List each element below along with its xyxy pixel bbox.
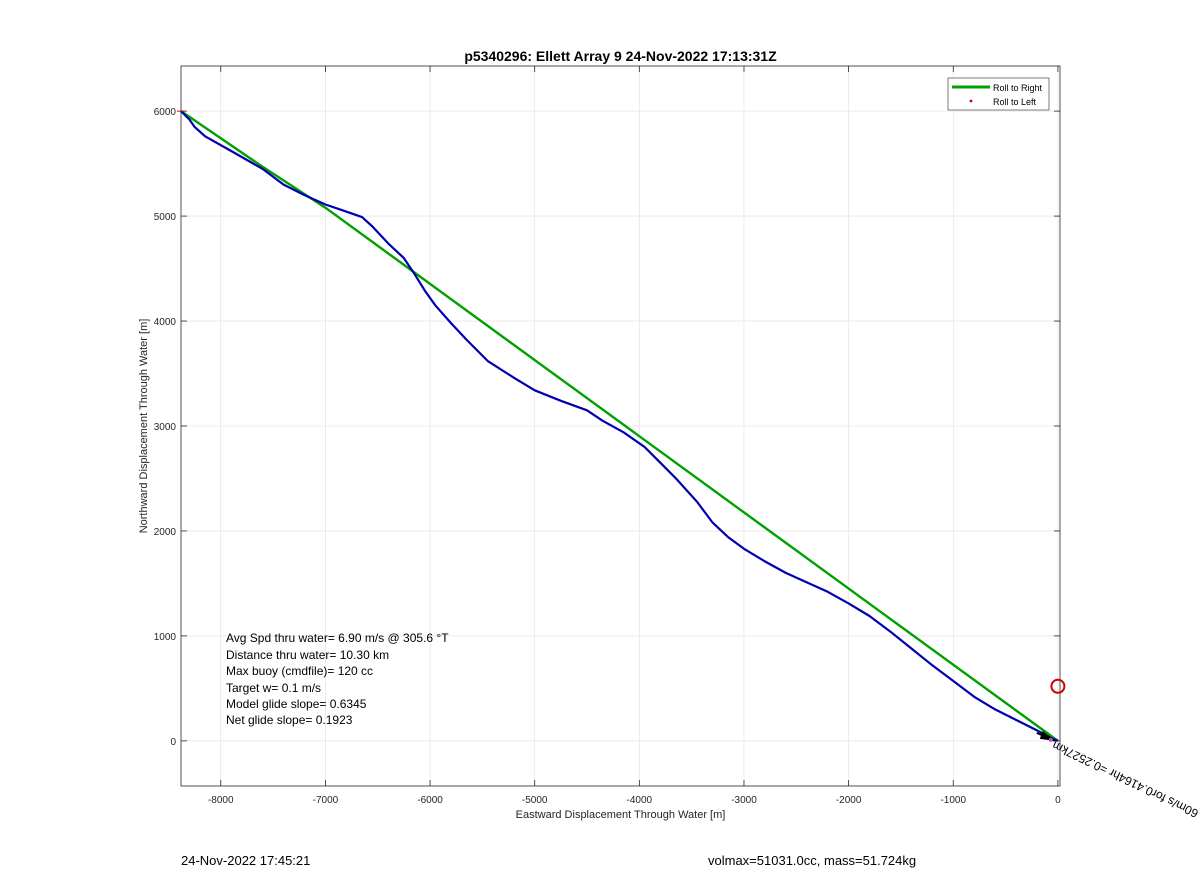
legend-box <box>947 77 1050 111</box>
y-tick-label: 2000 <box>154 527 177 538</box>
annotation-max-buoy: Max buoy (cmdfile)= 120 cc <box>226 664 373 678</box>
axis-ticks: -8000 -7000 -6000 -5000 -4000 -3000 -2000 -1000… <box>154 66 1061 806</box>
annotation-model-glide: Model glide slope= 0.6345 <box>226 697 367 711</box>
legend-label-roll-left: Roll to Left <box>993 97 1037 107</box>
x-tick-label: -2000 <box>836 795 862 806</box>
x-axis-label: Eastward Displacement Through Water [m] <box>516 809 726 821</box>
annotation-net-glide: Net glide slope= 0.1923 <box>226 713 353 727</box>
x-tick-label: -1000 <box>940 795 966 806</box>
x-tick-label: -5000 <box>522 795 548 806</box>
y-tick-label: 5000 <box>154 212 177 223</box>
x-tick-label: -7000 <box>313 795 339 806</box>
annotation-target-w: Target w= 0.1 m/s <box>226 681 321 695</box>
x-tick-label: -4000 <box>627 795 653 806</box>
y-tick-label: 6000 <box>154 107 177 118</box>
current-arrow-label: 0.60m/s for0.4164hr =0.2527km <box>1050 738 1200 825</box>
start-marker <box>1048 737 1053 742</box>
y-tick-label: 3000 <box>154 422 177 433</box>
series-group <box>180 110 1059 742</box>
series-line-roll-to-right <box>180 110 1059 742</box>
markers-group <box>177 110 1066 694</box>
legend: Roll to Right Roll to Left <box>947 77 1050 111</box>
x-tick-label: -6000 <box>417 795 443 806</box>
y-tick-label: 1000 <box>154 632 177 643</box>
footer-mass-info: volmax=51031.0cc, mass=51.724kg <box>708 853 917 868</box>
stats-annotations: Avg Spd thru water= 6.90 m/s @ 305.6 °T … <box>226 631 449 727</box>
x-tick-label: 0 <box>1055 795 1061 806</box>
annotation-avg-speed: Avg Spd thru water= 6.90 m/s @ 305.6 °T <box>226 631 449 645</box>
legend-label-roll-right: Roll to Right <box>993 83 1043 93</box>
chart-title: p5340296: Ellett Array 9 24-Nov-2022 17:… <box>464 48 777 64</box>
marker-circle <box>1050 678 1066 694</box>
y-axis-label: Northward Displacement Through Water [m] <box>138 319 150 534</box>
x-tick-label: -8000 <box>208 795 234 806</box>
footer-timestamp: 24-Nov-2022 17:45:21 <box>181 853 311 868</box>
annotation-distance: Distance thru water= 10.30 km <box>226 648 389 662</box>
legend-marker-roll-left <box>969 99 973 103</box>
y-tick-label: 4000 <box>154 317 177 328</box>
current-arrow-group: 0.60m/s for0.4164hr =0.2527km <box>1036 730 1200 825</box>
x-tick-label: -3000 <box>731 795 757 806</box>
series-line-track <box>180 110 1059 742</box>
y-tick-label: 0 <box>170 737 176 748</box>
